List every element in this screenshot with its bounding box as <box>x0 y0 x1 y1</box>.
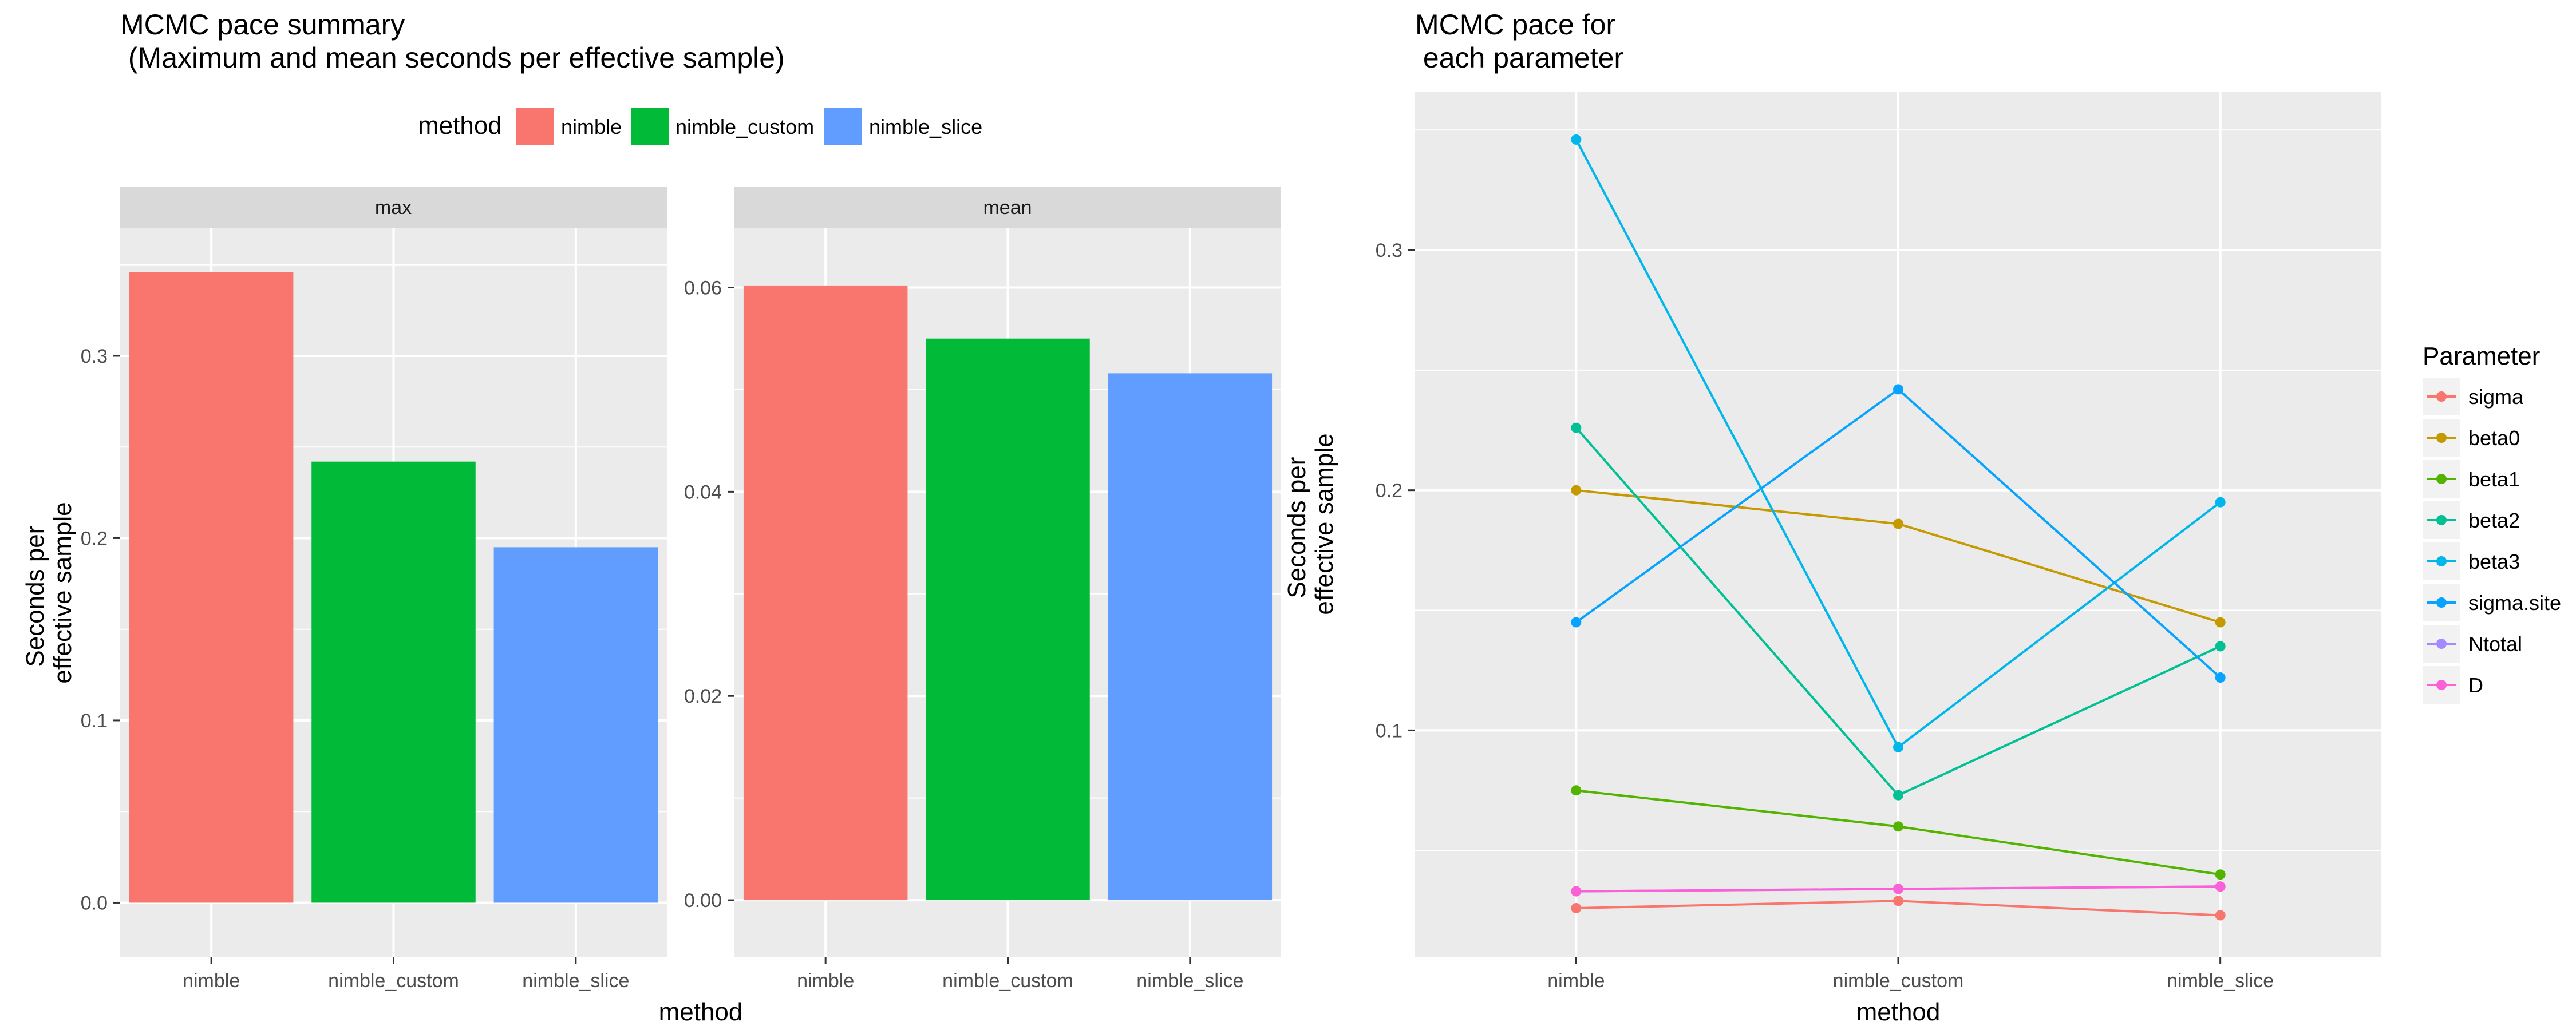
point-beta2-nimble-custom <box>1893 790 1903 801</box>
point-d-nimble-custom <box>1893 884 1903 894</box>
facet-strip-max <box>120 187 667 228</box>
bar-max-nimble-custom <box>311 461 476 903</box>
x-tick-label: nimble_custom <box>1833 970 1964 992</box>
right-chart-title-line-2: each parameter <box>1415 42 1623 74</box>
point-beta2-nimble <box>1571 422 1582 433</box>
bar-mean-nimble <box>743 285 908 901</box>
legend-key-point-ntotal <box>2436 639 2447 649</box>
x-tick-label: nimble_slice <box>2167 970 2274 992</box>
point-beta3-nimble-slice <box>2215 497 2226 508</box>
point-beta1-nimble-custom <box>1893 821 1903 832</box>
legend-label-sigma: sigma <box>2468 385 2524 409</box>
legend-label-nimble-custom: nimble_custom <box>675 115 814 138</box>
x-tick-label: nimble <box>1547 970 1605 992</box>
y-tick-label: 0.3 <box>1376 240 1402 262</box>
facet-strip-label-max: max <box>375 197 412 219</box>
right-y-axis-label: Seconds per effective sample <box>1283 433 1338 615</box>
point-beta0-nimble <box>1571 485 1582 496</box>
y-tick-label: 0.2 <box>1376 480 1402 502</box>
legend-key-nimble-slice <box>824 108 862 145</box>
legend-label-nimble: nimble <box>561 115 622 138</box>
left-chart-title-line-1: MCMC pace summary <box>120 9 405 41</box>
point-sigma-site-nimble-slice <box>2215 672 2226 683</box>
legend-label-d: D <box>2468 674 2483 697</box>
point-beta0-nimble-custom <box>1893 518 1903 529</box>
left-chart-title-line-2: (Maximum and mean seconds per effective … <box>120 42 785 74</box>
y-tick-label: 0.1 <box>81 710 108 732</box>
point-beta2-nimble-slice <box>2215 641 2226 652</box>
legend-key-point-sigma-site <box>2436 597 2447 608</box>
y-tick-label: 0.2 <box>81 528 108 549</box>
point-beta1-nimble <box>1571 785 1582 796</box>
point-sigma-site-nimble <box>1571 617 1582 628</box>
right-chart: MCMC pace for each parameter 0.1 0.2 0.3 ni… <box>1283 9 2561 1026</box>
point-d-nimble-slice <box>2215 881 2226 892</box>
point-beta0-nimble-slice <box>2215 617 2226 628</box>
legend-key-nimble <box>516 108 554 145</box>
x-tick-label: nimble_custom <box>328 970 459 992</box>
left-x-axis-label: method <box>659 998 743 1026</box>
y-tick-label: 0.04 <box>684 481 722 503</box>
point-sigma-nimble-slice <box>2215 910 2226 921</box>
legend-label-beta0: beta0 <box>2468 426 2520 450</box>
point-sigma-site-nimble-custom <box>1893 384 1903 395</box>
y-tick-label: 0.1 <box>1376 720 1402 742</box>
legend-label-beta1: beta1 <box>2468 468 2520 491</box>
legend-label-nimble-slice: nimble_slice <box>869 115 982 138</box>
point-beta3-nimble-custom <box>1893 742 1903 752</box>
bar-max-nimble <box>129 272 294 903</box>
y-tick-label: 0.3 <box>81 346 108 367</box>
parameter-legend-title: Parameter <box>2423 342 2540 370</box>
x-tick-label: nimble_custom <box>942 970 1073 992</box>
parameter-legend: Parameter sigma beta0 beta1 beta2 beta3 sigma… <box>2423 342 2561 704</box>
legend-key-point-beta2 <box>2436 515 2447 525</box>
legend-key-point-sigma <box>2436 391 2447 402</box>
legend-label-beta3: beta3 <box>2468 550 2520 573</box>
legend-key-nimble-custom <box>631 108 669 145</box>
facet-strip-label-mean: mean <box>983 197 1032 219</box>
facet-strip-mean <box>734 187 1281 228</box>
x-tick-label: nimble_slice <box>522 970 629 992</box>
right-x-axis-label: method <box>1856 998 1941 1026</box>
line-panel: 0.1 0.2 0.3 nimble nimble_custom nimble_slice <box>1376 92 2381 992</box>
x-tick-label: nimble_slice <box>1136 970 1243 992</box>
legend-key-point-beta1 <box>2436 474 2447 484</box>
panel-max: 0.0 0.1 0.2 0.3 nimble nimble_custom nimble_sl… <box>81 228 667 992</box>
legend-key-point-beta0 <box>2436 433 2447 443</box>
left-y-axis-label: Seconds per effective sample <box>21 502 77 683</box>
point-sigma-nimble <box>1571 902 1582 913</box>
y-tick-label: 0.02 <box>684 686 722 707</box>
y-tick-label: 0.00 <box>684 890 722 912</box>
point-d-nimble <box>1571 886 1582 897</box>
x-tick-label: nimble <box>183 970 240 992</box>
bar-mean-nimble-slice <box>1108 373 1273 901</box>
panel-mean: 0.00 0.02 0.04 0.06 nimble nimble_custom nimbl… <box>684 228 1281 992</box>
legend-key-point-beta3 <box>2436 556 2447 566</box>
legend-label-sigma-site: sigma.site <box>2468 591 2561 615</box>
point-sigma-nimble-custom <box>1893 896 1903 906</box>
point-beta3-nimble <box>1571 134 1582 145</box>
y-tick-label: 0.06 <box>684 277 722 299</box>
left-legend-title: method <box>418 112 502 140</box>
legend-key-point-d <box>2436 680 2447 690</box>
bar-max-nimble-slice <box>493 547 658 903</box>
legend-label-ntotal: Ntotal <box>2468 632 2522 656</box>
legend-label-beta2: beta2 <box>2468 509 2520 532</box>
bar-mean-nimble-custom <box>926 338 1090 901</box>
left-legend: method nimble nimble_custom nimble_slice <box>418 108 982 145</box>
y-tick-label: 0.0 <box>81 892 108 914</box>
left-chart: MCMC pace summary (Maximum and mean seco… <box>21 9 1281 1026</box>
x-tick-label: nimble <box>797 970 854 992</box>
right-chart-title-line-1: MCMC pace for <box>1415 9 1615 41</box>
point-beta1-nimble-slice <box>2215 869 2226 880</box>
